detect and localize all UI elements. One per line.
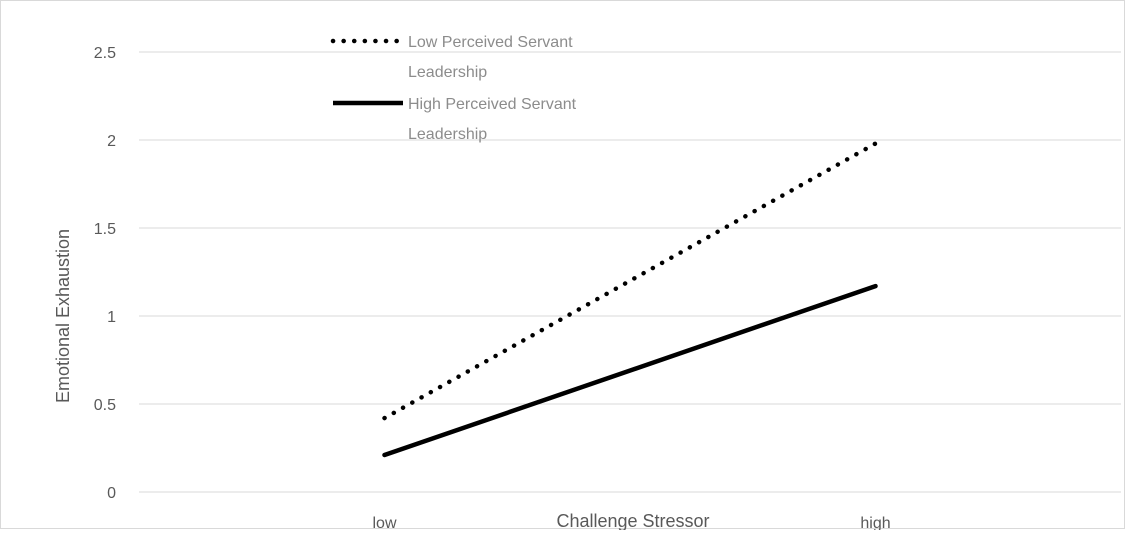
y-tick-label: 1 [107, 309, 116, 326]
y-tick-label: 2 [107, 133, 116, 150]
y-tick-label: 0.5 [94, 397, 116, 414]
x-axis-ticks: low high [372, 515, 890, 532]
legend-label: Leadership [408, 126, 487, 143]
x-axis-title: Challenge Stressor [556, 511, 709, 530]
y-axis-title: Emotional Exhaustion [53, 229, 73, 403]
y-tick-label: 2.5 [94, 45, 116, 62]
gridlines [139, 51, 1121, 493]
y-tick-label: 1.5 [94, 221, 116, 238]
legend-label: High Perceived Servant [408, 96, 577, 113]
legend: Low Perceived Servant Leadership High Perc… [330, 34, 577, 143]
legend-label: Low Perceived Servant [408, 34, 573, 51]
y-tick-label: 0 [107, 485, 116, 502]
series-line-2 [382, 283, 878, 458]
series-line-1 [382, 141, 878, 421]
x-tick-label: high [860, 515, 890, 530]
x-tick-label: low [372, 515, 396, 530]
legend-label: Leadership [408, 64, 487, 81]
y-axis-ticks: 0 0.5 1 1.5 2 2.5 [94, 45, 116, 502]
series-lines [382, 141, 878, 458]
